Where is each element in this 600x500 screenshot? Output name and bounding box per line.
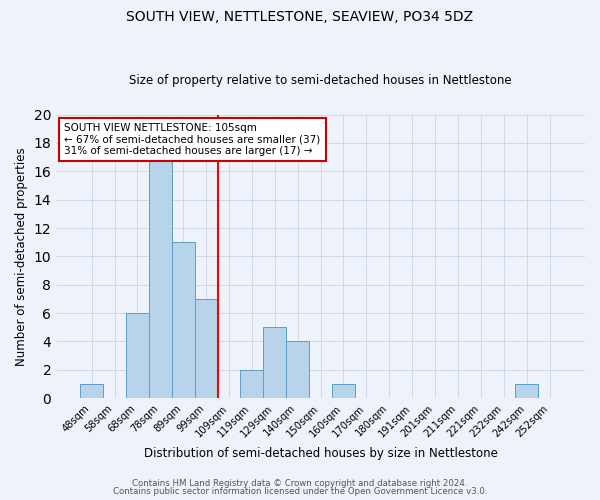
Title: Size of property relative to semi-detached houses in Nettlestone: Size of property relative to semi-detach… — [129, 74, 512, 87]
Text: Contains HM Land Registry data © Crown copyright and database right 2024.: Contains HM Land Registry data © Crown c… — [132, 478, 468, 488]
Bar — [263, 328, 286, 398]
Text: Contains public sector information licensed under the Open Government Licence v3: Contains public sector information licen… — [113, 487, 487, 496]
Bar — [126, 313, 149, 398]
Text: SOUTH VIEW, NETTLESTONE, SEAVIEW, PO34 5DZ: SOUTH VIEW, NETTLESTONE, SEAVIEW, PO34 5… — [127, 10, 473, 24]
Bar — [332, 384, 355, 398]
Bar — [172, 242, 194, 398]
Bar — [286, 342, 309, 398]
Bar — [241, 370, 263, 398]
Bar — [515, 384, 538, 398]
Bar — [80, 384, 103, 398]
X-axis label: Distribution of semi-detached houses by size in Nettlestone: Distribution of semi-detached houses by … — [143, 447, 497, 460]
Y-axis label: Number of semi-detached properties: Number of semi-detached properties — [15, 147, 28, 366]
Bar — [194, 299, 218, 398]
Bar — [149, 157, 172, 398]
Text: SOUTH VIEW NETTLESTONE: 105sqm
← 67% of semi-detached houses are smaller (37)
31: SOUTH VIEW NETTLESTONE: 105sqm ← 67% of … — [64, 123, 320, 156]
